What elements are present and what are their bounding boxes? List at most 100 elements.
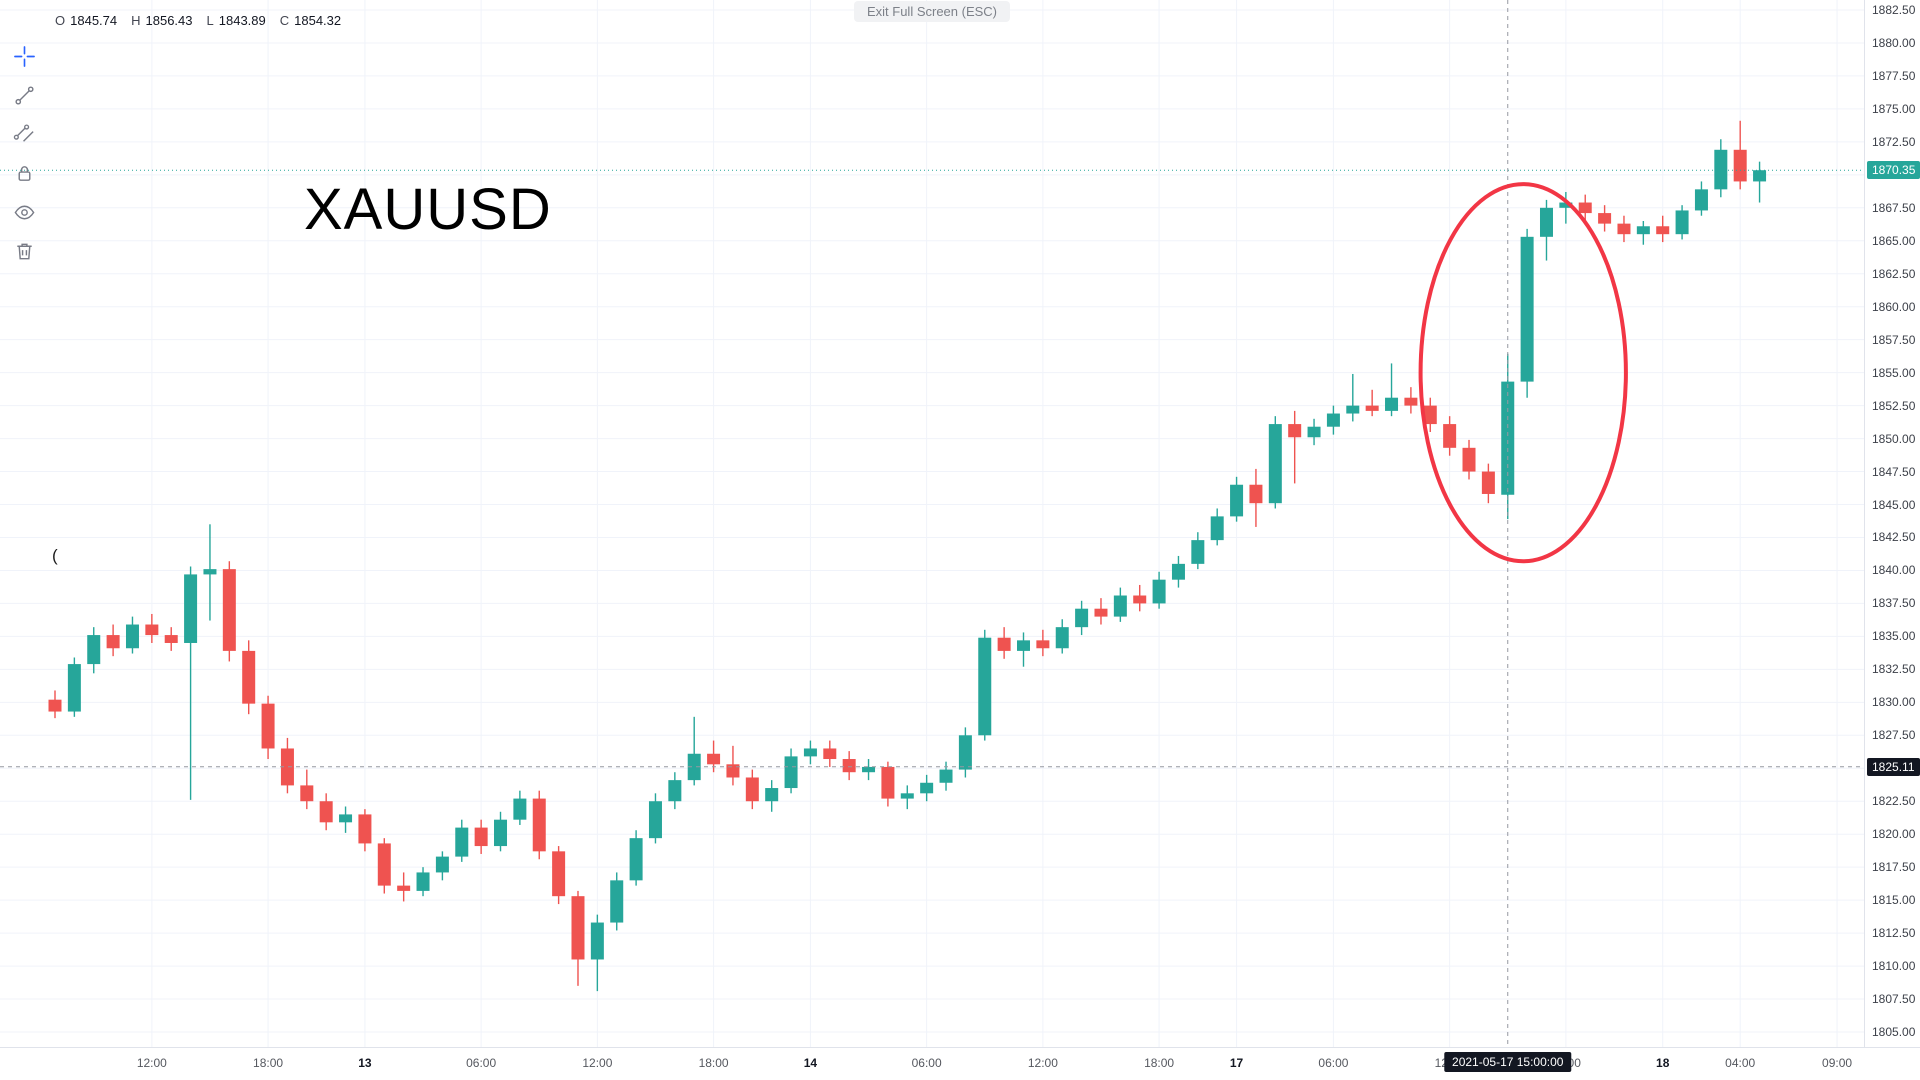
candle-body	[48, 699, 62, 712]
price-axis-label: 1812.50	[1872, 926, 1916, 941]
price-axis-label: 1827.50	[1872, 728, 1916, 743]
candle-body	[184, 574, 198, 643]
candle-body	[377, 843, 391, 886]
candle-body	[1733, 149, 1747, 182]
candle-body	[881, 766, 895, 799]
time-axis-label: 18:00	[253, 1056, 284, 1070]
price-axis-label: 1817.50	[1872, 860, 1916, 875]
tool-parallel-channel-button[interactable]	[10, 120, 38, 148]
candle-body	[300, 785, 314, 802]
chart-canvas[interactable]: O 1845.74 H 1856.43 L 1843.89 C 1854.32 …	[0, 0, 1864, 1047]
low-label: L	[206, 13, 214, 28]
tool-eye-button[interactable]	[10, 198, 38, 226]
time-axis-label: 12:00	[582, 1056, 613, 1070]
candle-body	[1423, 405, 1437, 425]
trash-icon	[16, 243, 32, 259]
candle-body	[1443, 424, 1457, 448]
price-axis-label: 1875.00	[1872, 101, 1916, 116]
candle-body	[261, 703, 275, 749]
candle-body	[1675, 210, 1689, 235]
time-axis-label: 17	[1229, 1056, 1244, 1070]
candle-body	[1268, 424, 1282, 504]
tool-trash-button[interactable]	[10, 237, 38, 265]
price-axis-label: 1872.50	[1872, 134, 1916, 149]
candle-body	[145, 624, 159, 636]
candle-body	[1520, 236, 1534, 382]
crosshair-time-badge: 2021-05-17 15:00:00	[1444, 1052, 1572, 1072]
candle-body	[67, 664, 81, 712]
candle-body	[513, 798, 527, 820]
candle-body	[1617, 223, 1631, 235]
candle-body	[629, 838, 643, 881]
time-axis-label: 14	[803, 1056, 818, 1070]
price-axis[interactable]: 1870.35 1825.11 1882.50 1880.00 1877.50 187…	[1864, 0, 1920, 1047]
candle-body	[590, 922, 604, 960]
candle-body	[823, 748, 837, 760]
candle-body	[668, 780, 682, 802]
time-axis[interactable]: 2021-05-17 15:00:00 12:00 18:00 13 06:00 12:…	[0, 1047, 1920, 1080]
candle-body	[416, 872, 430, 891]
candle-body	[958, 735, 972, 770]
candle-body	[552, 851, 566, 897]
time-axis-label: 09:00	[1822, 1056, 1853, 1070]
candle-body	[648, 801, 662, 839]
trend-line-icon	[14, 85, 34, 105]
price-axis-label: 1835.00	[1872, 629, 1916, 644]
candle-body	[1481, 471, 1495, 494]
last-price-badge: 1870.35	[1867, 161, 1920, 180]
price-axis-label: 1880.00	[1872, 35, 1916, 50]
candle-body	[203, 569, 217, 575]
candle-body	[125, 624, 139, 649]
candle-body	[803, 748, 817, 757]
crosshair-icon	[13, 45, 35, 67]
time-axis-label: 13	[358, 1056, 372, 1070]
candle-body	[494, 819, 508, 847]
time-axis-label: 06:00	[1318, 1056, 1349, 1070]
candle-body	[280, 748, 294, 786]
close-label: C	[279, 13, 290, 28]
candle-body	[1404, 397, 1418, 406]
price-axis-label: 1850.00	[1872, 431, 1916, 446]
candle-body	[745, 777, 759, 802]
price-axis-label: 1810.00	[1872, 959, 1916, 974]
price-axis-label: 1862.50	[1872, 266, 1916, 281]
candle-body	[784, 756, 798, 789]
candle-body	[1598, 213, 1612, 224]
tool-lock-button[interactable]	[10, 159, 38, 187]
candle-body	[474, 827, 488, 847]
ohlc-legend: O 1845.74 H 1856.43 L 1843.89 C 1854.32	[55, 13, 341, 28]
price-axis-label: 1837.50	[1872, 596, 1916, 611]
time-axis-label: 04:00	[1725, 1056, 1756, 1070]
candle-body	[1578, 202, 1592, 214]
candle-body	[1501, 381, 1515, 495]
candle-body	[106, 635, 120, 649]
low-value: 1843.89	[218, 13, 266, 28]
candle-body	[358, 814, 372, 844]
candle-body	[1462, 447, 1476, 472]
price-axis-label: 1842.50	[1872, 530, 1916, 545]
candle-body	[900, 793, 914, 799]
price-axis-label: 1822.50	[1872, 794, 1916, 809]
candle-body	[397, 885, 411, 891]
candle-body	[339, 814, 353, 823]
candle-body	[1385, 397, 1399, 411]
exit-fullscreen-tooltip: Exit Full Screen (ESC)	[853, 1, 1011, 22]
candle-body	[1559, 202, 1573, 208]
tool-crosshair-button[interactable]	[10, 42, 38, 70]
time-axis-label: 06:00	[911, 1056, 942, 1070]
tool-trend-line-button[interactable]	[10, 81, 38, 109]
candle-body	[1346, 405, 1360, 414]
time-axis-label: 12:00	[1027, 1056, 1058, 1070]
candle-body	[242, 650, 256, 704]
candle-body	[1230, 484, 1244, 517]
candle-body	[707, 753, 721, 765]
candle-body	[1075, 608, 1089, 628]
high-label: H	[131, 13, 141, 28]
candle-body	[532, 798, 546, 852]
ellipse-annotation[interactable]	[1418, 182, 1628, 564]
crosshair-price-badge: 1825.11	[1867, 757, 1920, 776]
candle-body	[997, 637, 1011, 651]
price-axis-label: 1877.50	[1872, 68, 1916, 83]
candle-body	[1133, 595, 1147, 604]
